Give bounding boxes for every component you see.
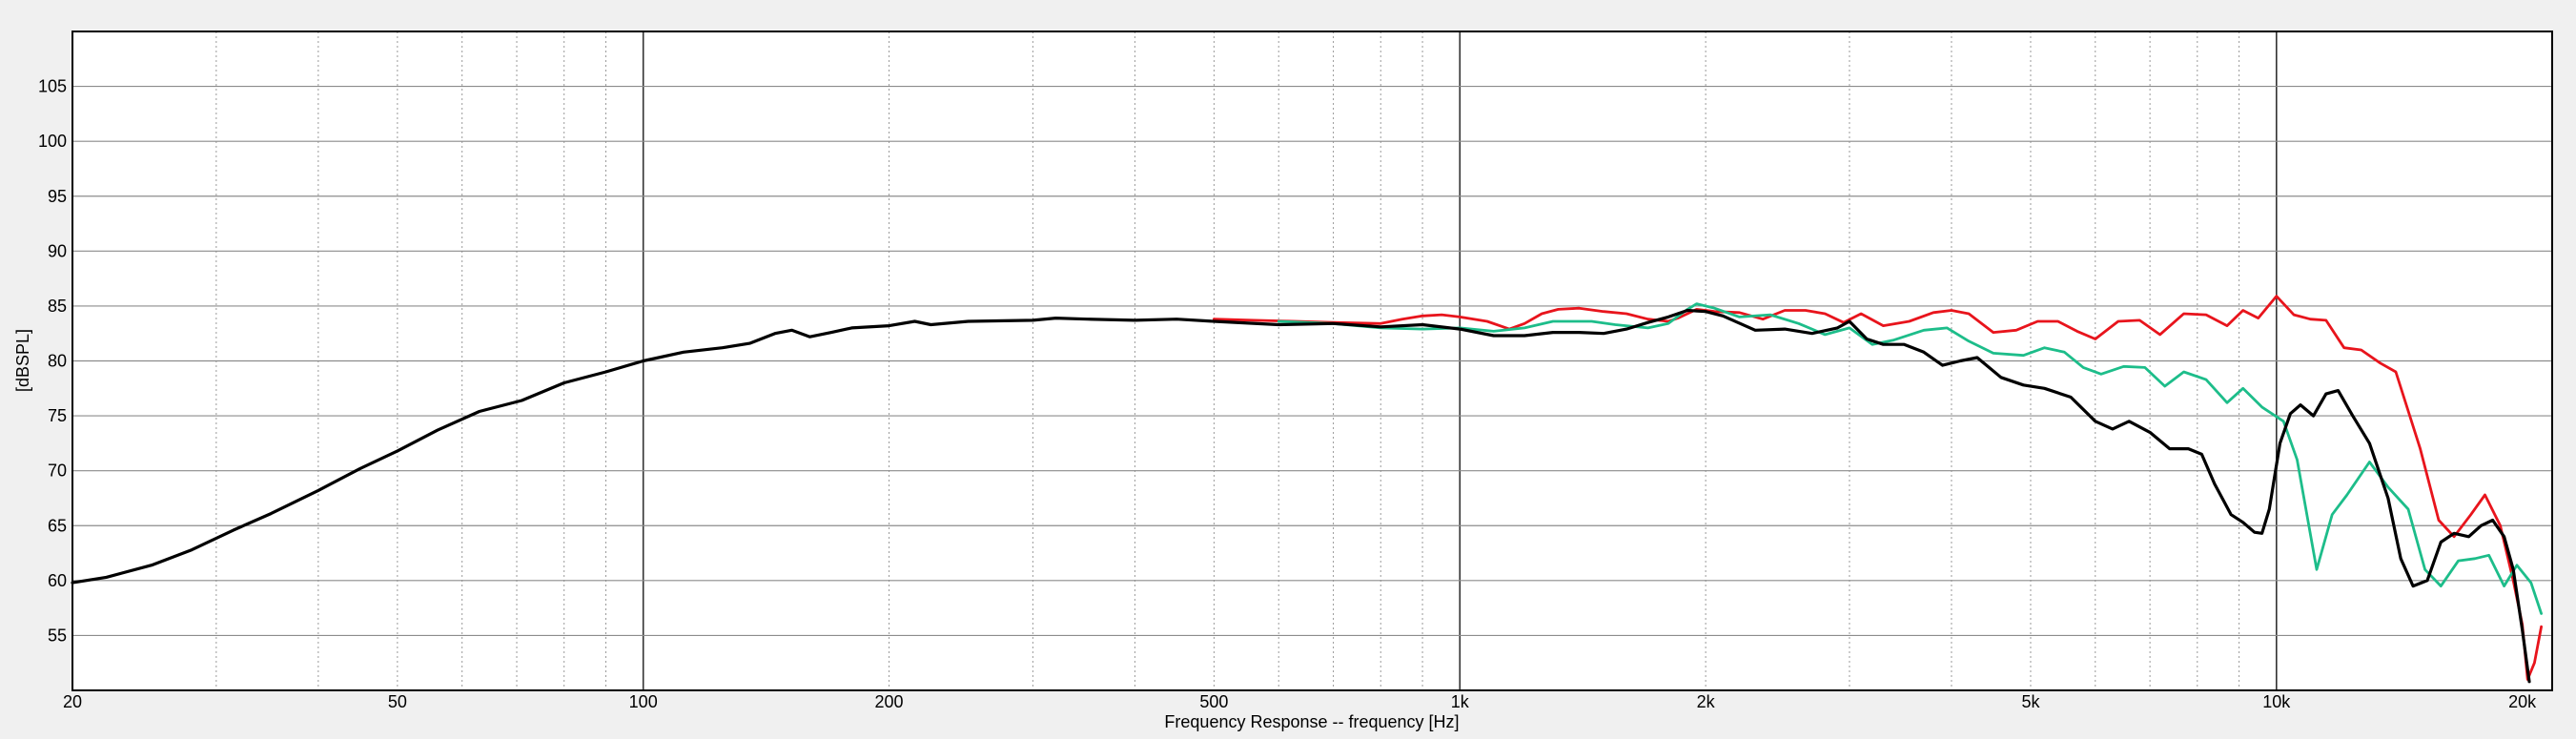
series-line-1 — [1213, 295, 2543, 681]
y-tick-label: 90 — [48, 241, 67, 260]
x-tick-label: 50 — [388, 692, 407, 711]
x-tick-label: 10k — [2262, 692, 2291, 711]
y-axis-title: [dBSPL] — [13, 329, 32, 392]
x-tick-labels: 20 50 100 200 500 1k 2k 5k 10k 20k — [63, 692, 2537, 711]
series-layer — [71, 295, 2543, 684]
y-tick-label: 95 — [48, 187, 67, 206]
y-tick-label: 100 — [38, 132, 67, 151]
x-tick-label: 1k — [1451, 692, 1470, 711]
x-tick-label: 5k — [2021, 692, 2040, 711]
y-tick-label: 105 — [38, 77, 67, 96]
x-tick-label: 200 — [875, 692, 904, 711]
x-tick-label: 100 — [629, 692, 658, 711]
y-tick-label: 55 — [48, 626, 67, 645]
y-tick-label: 85 — [48, 297, 67, 316]
plot-border — [72, 31, 2553, 691]
y-tick-labels: 55 60 65 70 75 80 85 90 95 100 105 — [38, 77, 67, 646]
y-tick-label: 75 — [48, 406, 67, 425]
x-tick-label: 2k — [1697, 692, 1716, 711]
x-tick-label: 20k — [2508, 692, 2537, 711]
x-axis-title: Frequency Response -- frequency [Hz] — [1164, 712, 1459, 731]
x-tick-label: 20 — [63, 692, 82, 711]
major-grid — [72, 31, 2552, 690]
series-line-2 — [1277, 302, 2543, 615]
y-tick-label: 70 — [48, 462, 67, 481]
series-line-3 — [71, 308, 2531, 684]
y-tick-label: 65 — [48, 516, 67, 535]
y-tick-label: 60 — [48, 571, 67, 590]
y-tick-label: 80 — [48, 352, 67, 371]
x-tick-label: 500 — [1199, 692, 1228, 711]
